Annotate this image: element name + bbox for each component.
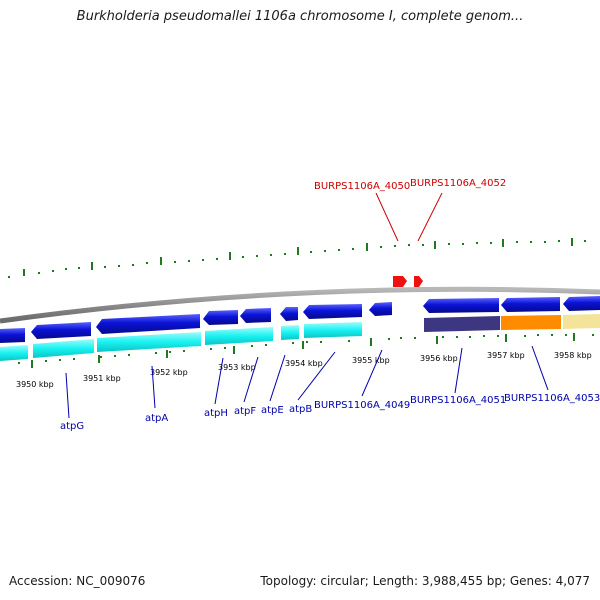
tick-label-3954: 3954 kbp xyxy=(285,359,323,368)
tick-label-3958: 3958 kbp xyxy=(554,351,592,360)
cds-block-5[interactable] xyxy=(281,325,299,340)
gene-arrow-4051[interactable] xyxy=(423,298,499,313)
track-block-orange[interactable] xyxy=(501,315,561,330)
accession-label: Accession: NC_009076 xyxy=(9,574,146,588)
cds-track-cyan xyxy=(0,322,362,361)
gene-track-blue xyxy=(0,296,600,343)
feature-track-colored xyxy=(424,314,600,332)
gene-arrow-atpF[interactable] xyxy=(203,310,238,325)
gene-label-burps-4051[interactable]: BURPS1106A_4051 xyxy=(410,395,506,406)
cds-block-4[interactable] xyxy=(205,327,273,345)
tick-label-3950: 3950 kbp xyxy=(16,380,54,389)
gene-arrow-atpB[interactable] xyxy=(280,307,298,321)
gc-skew-track-bottom xyxy=(18,333,594,368)
gene-arrow-4049[interactable] xyxy=(303,304,362,319)
gene-label-atpF[interactable]: atpF xyxy=(234,406,256,417)
gene-label-atpH[interactable]: atpH xyxy=(204,408,228,419)
gene-arrow-atpG[interactable] xyxy=(0,328,25,343)
kbp-scale-labels: 3950 kbp 3951 kbp 3952 kbp 3953 kbp 3954… xyxy=(16,351,592,389)
cds-block-2[interactable] xyxy=(33,339,94,358)
gc-skew-track-top xyxy=(8,238,586,278)
cds-block-3[interactable] xyxy=(97,332,201,352)
gene-label-burps-4049[interactable]: BURPS1106A_4049 xyxy=(314,400,410,411)
gc-tick-dots-top xyxy=(8,240,586,278)
gene-label-atpG[interactable]: atpG xyxy=(60,421,84,432)
gene-arrow-atpE[interactable] xyxy=(240,308,271,323)
leader-lines-bottom xyxy=(65,345,549,419)
cds-block-1[interactable] xyxy=(0,345,28,361)
gene-labels-top: BURPS1106A_4050 BURPS1106A_4052 xyxy=(314,178,506,192)
gene-arrow-atpA[interactable] xyxy=(31,322,91,339)
tick-label-3955: 3955 kbp xyxy=(352,356,390,365)
gene-label-burps-4052[interactable]: BURPS1106A_4052 xyxy=(410,178,506,189)
gene-label-burps-4053[interactable]: BURPS1106A_4053 xyxy=(504,393,600,404)
tick-label-3957: 3957 kbp xyxy=(487,351,525,360)
gene-labels-bottom: atpG atpA atpH atpF atpE atpB BURPS1106A… xyxy=(60,393,600,432)
gene-label-atpB[interactable]: atpB xyxy=(289,404,312,415)
red-feature-4050[interactable] xyxy=(393,276,407,287)
gene-label-atpE[interactable]: atpE xyxy=(261,405,284,416)
gc-tick-marks-top xyxy=(23,238,573,276)
tick-label-3953: 3953 kbp xyxy=(218,363,256,372)
tick-label-3952: 3952 kbp xyxy=(150,368,188,377)
gene-label-burps-4050[interactable]: BURPS1106A_4050 xyxy=(314,181,410,192)
red-feature-group xyxy=(393,276,423,287)
cds-block-6[interactable] xyxy=(304,322,362,338)
track-block-purple[interactable] xyxy=(424,316,500,332)
gene-arrow-atpH[interactable] xyxy=(96,314,200,334)
tick-label-3956: 3956 kbp xyxy=(420,354,458,363)
red-feature-4052[interactable] xyxy=(414,276,423,287)
chromosome-backbone xyxy=(0,286,600,324)
map-title: Burkholderia pseudomallei 1106a chromoso… xyxy=(76,9,524,24)
gene-arrow-4053[interactable] xyxy=(563,296,600,311)
gene-arrow-4050[interactable] xyxy=(369,302,392,316)
leader-lines-top xyxy=(375,192,443,242)
tick-label-3951: 3951 kbp xyxy=(83,374,121,383)
gene-arrow-4052[interactable] xyxy=(501,297,560,312)
track-block-yellow[interactable] xyxy=(563,314,600,329)
gene-label-atpA[interactable]: atpA xyxy=(145,413,168,424)
topology-summary: Topology: circular; Length: 3,988,455 bp… xyxy=(260,574,590,588)
